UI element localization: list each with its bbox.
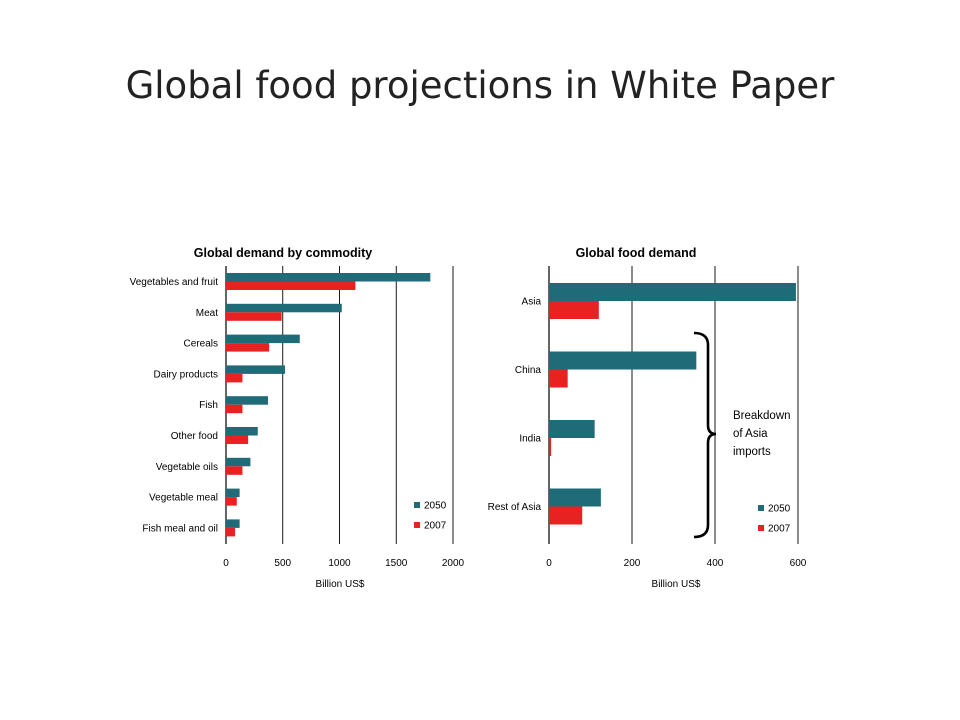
bar-2050 [226,427,258,436]
x-tick-label: 1500 [385,558,408,569]
bar-2050 [226,488,240,498]
food-demand-chart: Global food demand Billion US$ Breakdown… [488,246,807,590]
x-tick-label: 0 [546,558,552,569]
category-label: India [519,434,541,445]
bar-2007 [226,466,243,475]
category-label: Other food [171,431,218,442]
x-axis-label: Billion US$ [652,579,701,590]
slide-title: Global food projections in White Paper [125,64,835,107]
commodity-chart: Global demand by commodity Billion US$ 0… [130,246,465,590]
category-label: Dairy products [154,369,218,380]
bar-2050 [549,351,697,370]
annotation-line-2: of Asia [733,428,768,440]
x-tick-label: 200 [624,558,641,569]
x-tick-label: 1000 [328,558,351,569]
legend-label-2050: 2050 [424,501,447,512]
legend-swatch-2007 [758,525,764,531]
bar-2007 [549,438,552,456]
x-tick-label: 400 [707,558,724,569]
x-tick-label: 600 [790,558,807,569]
bar-2050 [226,396,268,405]
legend-label-2050: 2050 [768,504,791,515]
bar-2050 [549,283,796,301]
bar-2007 [226,373,243,383]
bar-2050 [226,303,342,313]
bar-2007 [226,281,356,290]
bar-2050 [226,457,251,467]
category-label: Vegetable oils [156,462,218,473]
x-tick-label: 0 [223,558,229,569]
bar-2007 [226,527,236,537]
category-label: Asia [522,297,542,308]
bar-2050 [226,334,300,344]
category-label: Vegetables and fruit [130,277,219,288]
category-label: Cereals [184,339,218,350]
legend-swatch-2050 [414,502,420,508]
category-label: Fish [199,400,218,411]
asia-breakdown-brace [693,331,717,539]
bar-2050 [226,273,431,282]
category-label: Vegetable meal [149,493,218,504]
bar-2050 [549,488,601,507]
bar-2007 [549,506,583,525]
bar-2007 [549,369,568,388]
bar-2050 [226,365,286,374]
category-label: China [515,365,542,376]
bar-2007 [549,301,599,319]
bar-2007 [226,404,243,414]
annotation-line-1: Breakdown [733,410,791,422]
chart-title: Global food demand [576,246,697,260]
bar-2050 [226,519,240,528]
legend-swatch-2007 [414,522,420,528]
chart-title: Global demand by commodity [194,246,373,260]
bar-2007 [226,312,282,321]
x-tick-label: 500 [274,558,291,569]
legend-label-2007: 2007 [768,524,791,535]
category-label: Fish meal and oil [142,523,218,534]
category-label: Rest of Asia [488,502,542,513]
bar-2007 [226,343,270,352]
bar-2050 [549,420,595,438]
annotation-line-3: imports [733,446,771,458]
bar-2007 [226,435,249,444]
category-label: Meat [196,308,218,319]
legend-swatch-2050 [758,505,764,511]
x-axis-label: Billion US$ [316,579,365,590]
x-tick-label: 2000 [442,558,465,569]
legend-label-2007: 2007 [424,521,447,532]
bar-2007 [226,497,237,506]
